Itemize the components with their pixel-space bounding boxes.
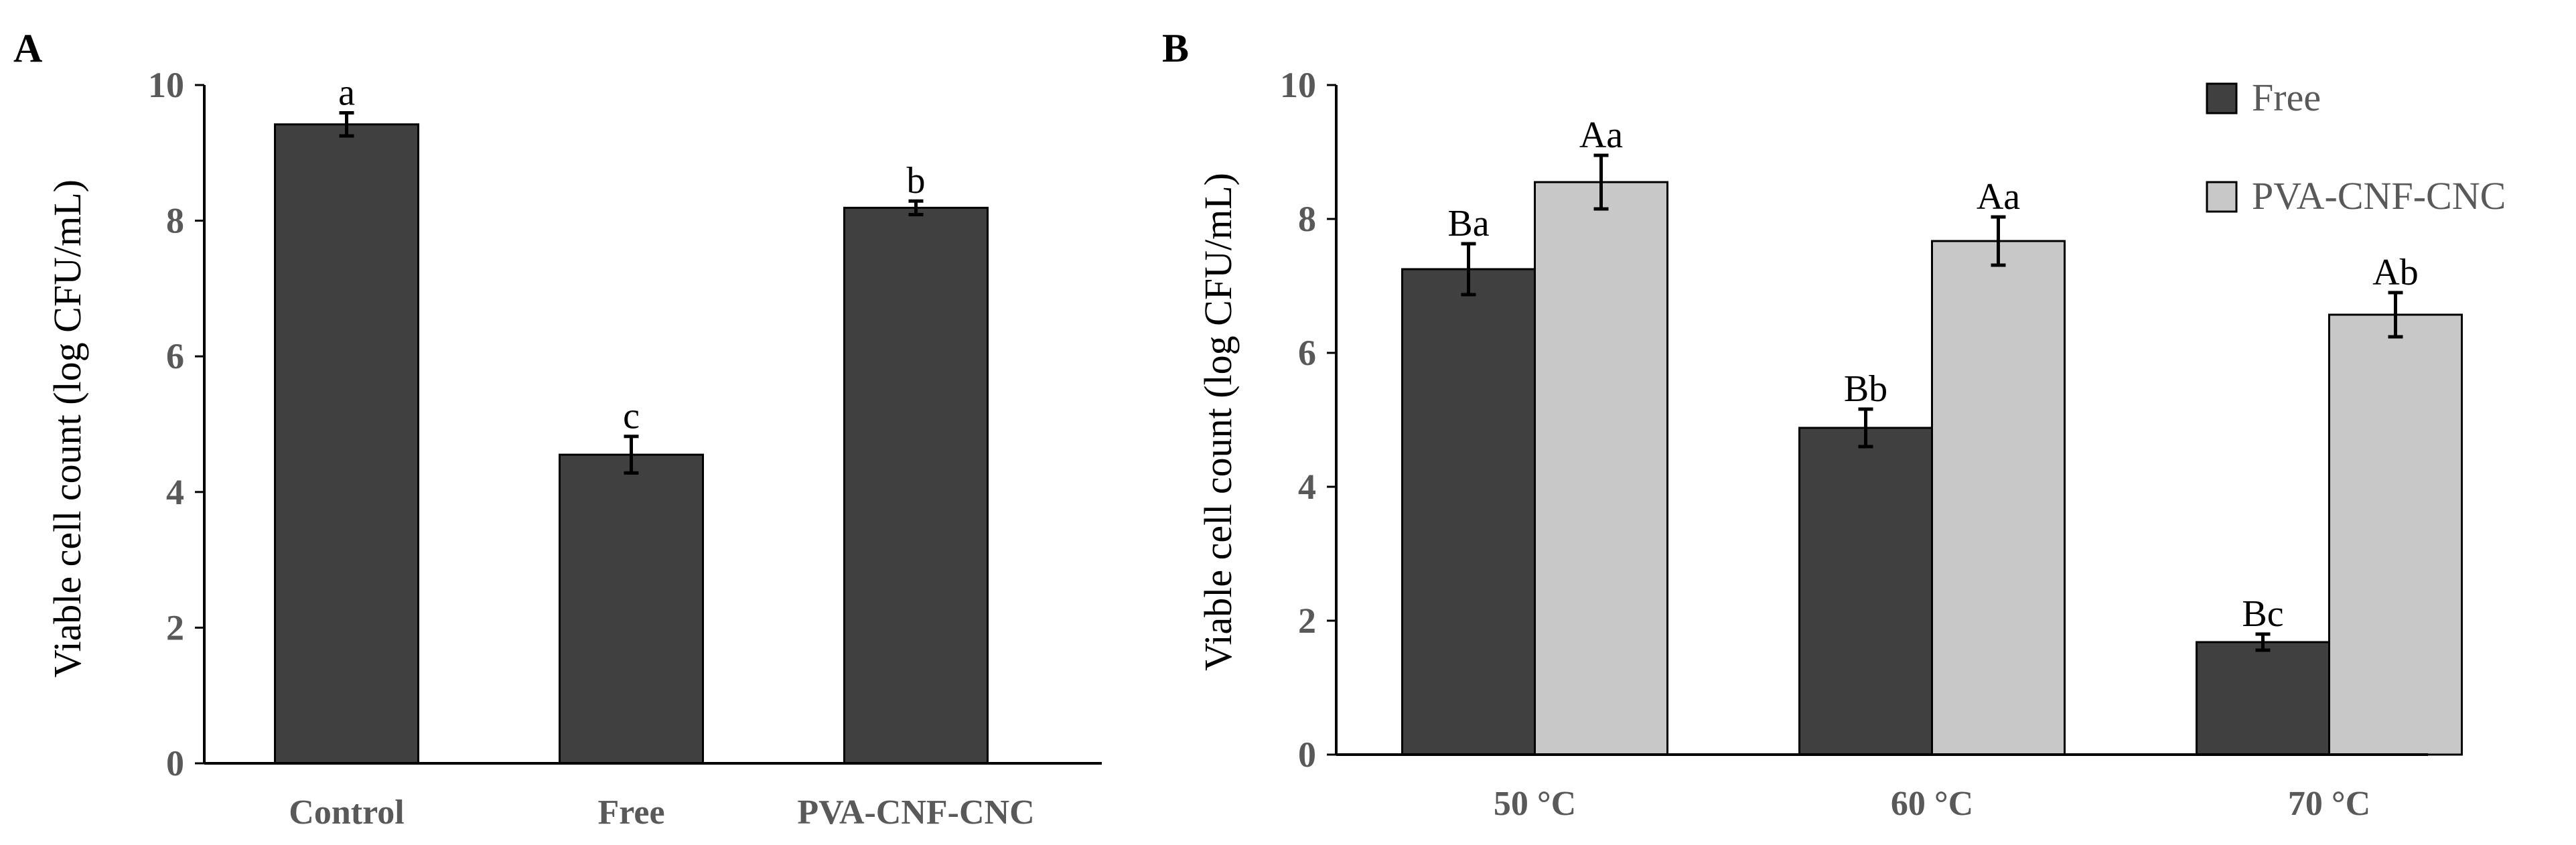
y-axis-title: Viable cell count (log CFU/mL) — [1196, 173, 1240, 671]
bar — [1931, 240, 2066, 756]
bar — [1798, 427, 1933, 756]
bar — [2196, 641, 2330, 756]
x-category-label: 60 °C — [1891, 785, 1973, 823]
y-tick-label: 2 — [1298, 601, 1316, 641]
x-category-label: 50 °C — [1494, 785, 1576, 823]
x-category-label: Free — [597, 793, 664, 832]
x-category-label: Control — [289, 793, 404, 832]
x-category-label: PVA-CNF-CNC — [797, 793, 1034, 832]
y-tick-label: 0 — [166, 743, 184, 783]
x-category-label: 70 °C — [2288, 785, 2370, 823]
significance-label: a — [338, 72, 355, 114]
significance-label: Ab — [2372, 252, 2418, 293]
significance-label: Aa — [1977, 176, 2020, 218]
panel-a: A 0 2 4 6 8 10 Viable cell count (log CFU/mL) a C… — [13, 26, 1102, 832]
significance-label: Bb — [1844, 368, 1887, 410]
bar — [2328, 313, 2463, 756]
significance-label: b — [907, 160, 926, 202]
bar — [1534, 181, 1668, 756]
y-tick-label: 0 — [1298, 735, 1316, 775]
legend-label: Free — [2252, 76, 2321, 119]
y-tick-label: 10 — [148, 65, 184, 105]
legend-swatch — [2206, 181, 2238, 213]
bar — [1401, 268, 1536, 756]
significance-label: Ba — [1447, 203, 1489, 244]
y-tick-label: 4 — [166, 472, 184, 512]
bar — [559, 453, 704, 765]
y-tick-label: 6 — [1298, 333, 1316, 373]
bar — [843, 206, 989, 765]
legend-swatch — [2206, 82, 2238, 114]
panel-b: B 0 2 4 6 8 10 Viable cell count (log CFU/mL) Ba… — [1162, 26, 2506, 823]
significance-label: c — [623, 396, 640, 437]
y-tick-label: 8 — [1298, 199, 1316, 239]
y-tick-label: 8 — [166, 201, 184, 241]
bar — [274, 123, 419, 765]
y-tick-label: 6 — [166, 336, 184, 376]
panel-label: B — [1162, 26, 1189, 70]
y-axis-title: Viable cell count (log CFU/mL) — [46, 179, 89, 678]
y-tick-label: 10 — [1280, 65, 1316, 105]
significance-label: Aa — [1579, 114, 1623, 156]
significance-label: Bc — [2242, 593, 2283, 635]
y-tick-label: 2 — [166, 607, 184, 647]
panel-label: A — [13, 26, 42, 70]
y-tick-label: 4 — [1298, 467, 1316, 507]
legend-label: PVA-CNF-CNC — [2252, 174, 2506, 218]
